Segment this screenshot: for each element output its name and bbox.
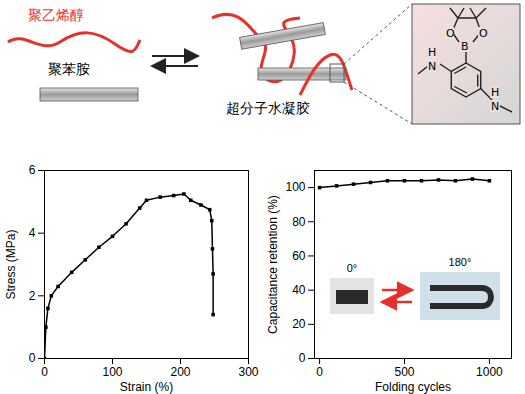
svg-text:80: 80 xyxy=(292,215,306,229)
svg-text:O: O xyxy=(479,27,488,40)
svg-text:N: N xyxy=(428,60,436,73)
svg-text:0°: 0° xyxy=(347,262,358,274)
svg-text:1000: 1000 xyxy=(476,365,503,379)
svg-text:6: 6 xyxy=(29,163,36,177)
svg-text:40: 40 xyxy=(292,283,306,297)
svg-text:B: B xyxy=(461,40,469,53)
svg-text:H: H xyxy=(428,46,436,59)
svg-text:聚乙烯醇: 聚乙烯醇 xyxy=(28,7,84,23)
svg-text:Capacitance retention (%): Capacitance retention (%) xyxy=(266,195,280,334)
svg-text:180°: 180° xyxy=(449,256,472,268)
svg-text:Strain (%): Strain (%) xyxy=(120,380,173,394)
svg-text:H: H xyxy=(491,86,499,99)
svg-text:Folding cycles: Folding cycles xyxy=(375,380,451,394)
svg-text:超分子水凝胶: 超分子水凝胶 xyxy=(226,100,310,116)
svg-text:60: 60 xyxy=(292,249,306,263)
svg-text:0: 0 xyxy=(299,351,306,365)
svg-text:0: 0 xyxy=(29,351,36,365)
svg-text:20: 20 xyxy=(292,317,306,331)
svg-text:4: 4 xyxy=(29,226,36,240)
svg-text:O: O xyxy=(446,27,455,40)
svg-text:200: 200 xyxy=(170,365,190,379)
svg-text:100: 100 xyxy=(102,365,122,379)
svg-text:2: 2 xyxy=(29,289,36,303)
svg-text:300: 300 xyxy=(238,365,258,379)
svg-text:0: 0 xyxy=(41,365,48,379)
svg-text:0: 0 xyxy=(316,365,323,379)
svg-text:聚苯胺: 聚苯胺 xyxy=(48,61,90,77)
svg-text:N: N xyxy=(491,100,499,113)
svg-text:Stress (MPa): Stress (MPa) xyxy=(4,229,18,299)
svg-text:100: 100 xyxy=(285,180,305,194)
svg-text:500: 500 xyxy=(394,365,414,379)
